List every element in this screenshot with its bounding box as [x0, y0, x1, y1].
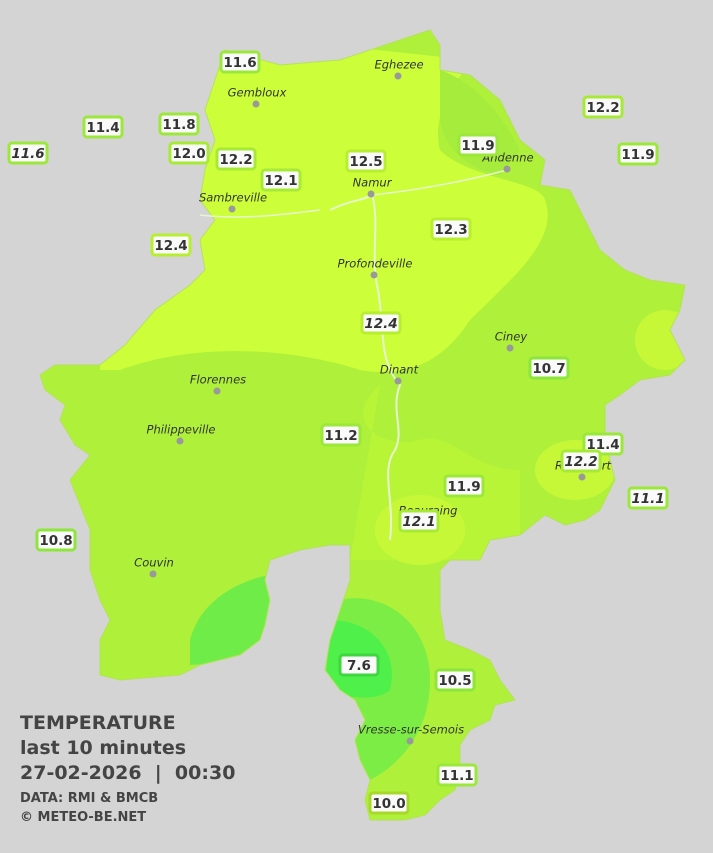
station-value: 11.6 [223, 55, 256, 71]
station-value: 11.9 [447, 479, 480, 495]
station-box [627, 486, 669, 510]
station-value: 10.8 [39, 533, 72, 549]
town-label: Gembloux [228, 86, 287, 100]
town-dot [370, 271, 378, 279]
station-value: 11.9 [621, 147, 654, 163]
station-box [528, 356, 570, 380]
town-dot [367, 190, 375, 198]
station-box [260, 168, 302, 192]
station-value: 10.7 [532, 361, 565, 377]
town-label: Couvin [134, 556, 174, 570]
zone [100, 30, 548, 372]
station-value: 10.0 [372, 796, 405, 812]
station-box [219, 50, 261, 74]
station-value: 12.2 [219, 152, 252, 168]
station-value: 12.2 [564, 454, 597, 470]
station-value: 12.4 [364, 316, 397, 332]
legend-title: TEMPERATURE [20, 712, 176, 734]
town-dot [394, 377, 402, 385]
town-label: Philippeville [147, 423, 216, 437]
town-dot [506, 344, 514, 352]
station-value: 11.6 [11, 146, 44, 162]
station-value: 12.4 [154, 238, 187, 254]
station-box [443, 474, 485, 498]
town-label: Vresse-sur-Semois [358, 723, 464, 737]
zone [635, 310, 685, 370]
legend-credit: © METEO-BE.NET [20, 810, 147, 825]
river [199, 169, 508, 218]
legend-datetime: 27-02-2026 | 00:30 [20, 762, 236, 784]
station-box [345, 149, 387, 173]
legend-subtitle: last 10 minutes [20, 737, 187, 759]
town-label: Florennes [190, 373, 246, 387]
town-label: Ciney [495, 330, 528, 344]
town-dot [213, 387, 221, 395]
station-value: 12.1 [402, 514, 435, 530]
station-value: 11.4 [86, 120, 119, 136]
town-dot [228, 205, 236, 213]
station-box [560, 449, 602, 473]
station-value: 12.0 [172, 146, 205, 162]
station-value: 12.5 [349, 154, 382, 170]
station-box [360, 311, 402, 335]
town-dot [503, 165, 511, 173]
station-box [457, 133, 499, 157]
town-label: Eghezee [374, 58, 423, 72]
station-value: 11.8 [162, 117, 195, 133]
town-dot [394, 72, 402, 80]
town-label: Sambreville [199, 191, 267, 205]
town-label: Profondeville [338, 257, 413, 271]
station-value: 11.4 [586, 437, 619, 453]
station-box [320, 423, 362, 447]
station-value: 11.1 [631, 491, 664, 507]
town-dot [176, 437, 184, 445]
town-dot [406, 737, 414, 745]
zone [190, 575, 270, 665]
station-value: 12.2 [586, 100, 619, 116]
town-label: Dinant [380, 363, 419, 377]
station-value: 11.9 [461, 138, 494, 154]
station-box [434, 668, 476, 692]
station-box [150, 233, 192, 257]
station-box [582, 95, 624, 119]
station-value: 12.3 [434, 222, 467, 238]
station-box [582, 432, 624, 456]
station-box [338, 653, 380, 677]
legend-source: DATA: RMI & BMCB [20, 791, 159, 806]
station-box [7, 141, 49, 165]
station-box [35, 528, 77, 552]
station-value: 10.5 [438, 673, 471, 689]
station-value: 12.1 [264, 173, 297, 189]
town-dot [252, 100, 260, 108]
station-box [398, 509, 440, 533]
station-value: 7.6 [347, 658, 371, 674]
station-value: 11.1 [440, 768, 473, 784]
station-box [168, 141, 210, 165]
station-box [82, 115, 124, 139]
town-dot [149, 570, 157, 578]
station-box [158, 112, 200, 136]
town-dot [578, 473, 586, 481]
station-box [215, 147, 257, 171]
station-box [436, 763, 478, 787]
station-box [430, 217, 472, 241]
town-label: Namur [353, 176, 393, 190]
station-box [617, 142, 659, 166]
station-box [368, 791, 410, 815]
station-value: 11.2 [324, 428, 357, 444]
